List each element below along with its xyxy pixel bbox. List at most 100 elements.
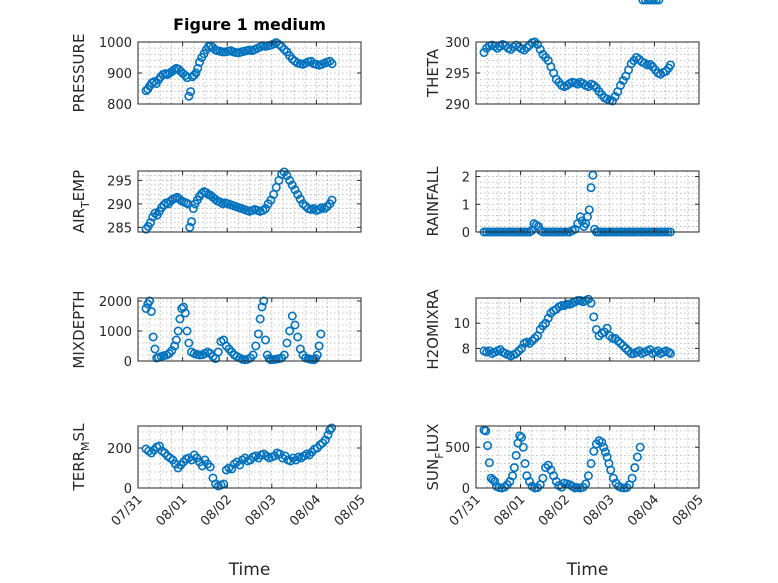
data-point	[621, 343, 631, 353]
x-tick-label: 08/05	[332, 492, 369, 529]
data-point	[589, 446, 599, 456]
data-point	[543, 460, 553, 470]
axes-box	[137, 297, 362, 362]
data-point	[483, 441, 493, 451]
data-point	[261, 335, 271, 345]
data-point	[514, 346, 524, 356]
y-tick-label: 2000	[99, 295, 132, 310]
data-point	[583, 471, 593, 481]
data-point	[180, 308, 190, 318]
data-point	[285, 175, 295, 185]
data-point	[279, 44, 289, 54]
x-axis-label: Time	[228, 560, 271, 580]
x-tick-label: 07/31	[109, 492, 146, 529]
data-point	[481, 426, 491, 436]
data-point	[509, 463, 519, 473]
data-point	[251, 341, 261, 351]
x-tick-label: 08/03	[581, 492, 618, 529]
data-point	[535, 44, 545, 54]
data-point	[616, 338, 626, 348]
x-tick-label: 08/01	[153, 492, 190, 529]
x-tick-label: 08/04	[287, 492, 324, 529]
data-point	[506, 44, 516, 54]
axes-box	[137, 170, 362, 233]
data-series	[479, 37, 675, 106]
data-point	[150, 208, 160, 218]
axes-box	[475, 425, 700, 489]
data-point	[533, 39, 543, 49]
data-point	[616, 80, 626, 90]
data-point	[316, 329, 326, 339]
data-point	[586, 459, 596, 469]
data-point	[638, 0, 648, 5]
data-point	[602, 323, 612, 333]
data-point	[626, 348, 636, 358]
subplot-4: 0 1 2 RAINFALL	[424, 166, 700, 241]
data-point	[187, 217, 197, 227]
subplot-3: 285 290 295 AIRTEMP	[70, 167, 362, 236]
data-point	[500, 482, 510, 492]
data-point	[235, 460, 245, 470]
data-point	[327, 59, 337, 69]
data-point	[285, 326, 295, 336]
subplot-7: 0 200 TERRMSL 07/31 08/01 08/02 08/03 08/04 08/0…	[70, 423, 369, 580]
y-axis-label: MIXDEPTH	[70, 290, 88, 368]
data-point	[606, 465, 616, 475]
data-point	[610, 333, 620, 343]
x-tick-label: 07/31	[447, 492, 484, 529]
y-tick-label: 10	[453, 317, 470, 332]
data-point	[145, 218, 155, 228]
data-point	[525, 338, 535, 348]
y-tick-label: 1000	[99, 325, 132, 340]
data-point	[607, 333, 617, 343]
data-point	[312, 350, 322, 360]
y-tick-label: 800	[107, 98, 132, 113]
y-axis-label: TERRMSL	[70, 423, 92, 492]
data-point	[184, 338, 194, 348]
x-tick-label: 08/01	[491, 492, 528, 529]
data-point	[314, 341, 324, 351]
y-tick-label: 285	[107, 221, 132, 236]
data-point	[541, 318, 551, 328]
data-point	[320, 435, 330, 445]
data-point	[174, 194, 184, 204]
data-point	[205, 462, 215, 472]
data-point	[538, 473, 548, 483]
data-point	[282, 171, 292, 181]
data-point	[586, 298, 596, 308]
subplot-1: 800 900 1000 PRESSURE Figure 1 medium	[70, 15, 362, 113]
y-tick-label: 900	[107, 67, 132, 82]
data-point	[599, 442, 609, 452]
axes-box	[475, 297, 700, 362]
data-point	[290, 320, 300, 330]
data-point	[145, 296, 155, 306]
data-series	[141, 296, 326, 365]
data-point	[624, 346, 634, 356]
data-point	[218, 47, 228, 57]
y-axis-label: THETA	[424, 48, 442, 98]
data-series	[141, 167, 337, 234]
data-point	[146, 306, 156, 316]
chart-title: Figure 1 medium	[173, 15, 326, 34]
data-point	[261, 204, 271, 214]
data-point	[511, 450, 521, 460]
data-point	[586, 183, 596, 193]
data-point	[665, 348, 675, 358]
data-point	[255, 314, 265, 324]
y-tick-label: 8	[462, 342, 470, 357]
y-tick-label: 295	[445, 67, 470, 82]
data-series	[479, 0, 664, 493]
data-series	[141, 423, 337, 491]
data-point	[148, 332, 158, 342]
y-tick-label: 1000	[99, 36, 132, 51]
data-point	[293, 189, 303, 199]
data-point	[643, 0, 653, 5]
y-tick-label: 1	[462, 198, 470, 213]
data-series	[141, 38, 337, 101]
data-point	[173, 326, 183, 336]
x-axis-label: Time	[566, 560, 609, 580]
data-point	[159, 200, 169, 210]
data-point	[562, 299, 572, 309]
data-point	[166, 196, 176, 206]
data-point	[518, 442, 528, 452]
